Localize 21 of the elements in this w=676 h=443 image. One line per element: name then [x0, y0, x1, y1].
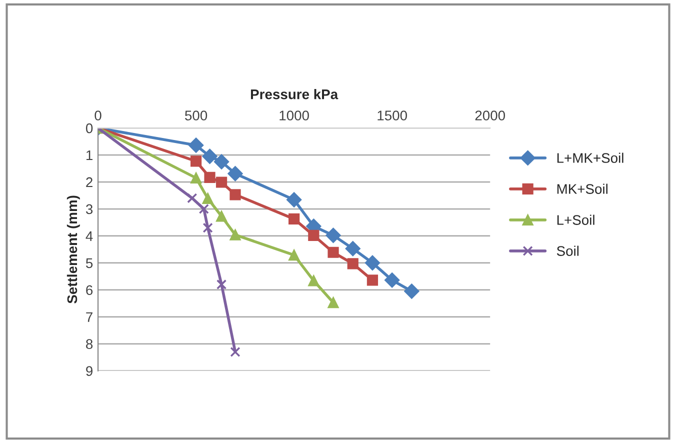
legend-label: Soil — [556, 246, 579, 256]
y-tick-label: 0 — [86, 123, 93, 134]
y-tick-label: 8 — [86, 339, 93, 349]
x-tick-label: 0 — [94, 110, 102, 120]
y-tick-label: 1 — [86, 150, 92, 160]
x-axis-title: Pressure kPa — [250, 89, 338, 100]
x-tick-label: 1000 — [280, 110, 309, 120]
y-tick-label: 2 — [86, 177, 92, 188]
x-tick-label: 500 — [185, 110, 208, 120]
y-tick-label: 4 — [86, 231, 93, 241]
legend-label: L+Soil — [557, 214, 594, 225]
x-tick-label: 2000 — [475, 110, 506, 120]
y-tick-label: 5 — [86, 258, 93, 268]
y-tick-label: 7 — [86, 312, 92, 322]
legend-label: L+MK+Soil — [557, 152, 624, 163]
y-axis-title: Settlement (mm) — [66, 196, 80, 304]
y-tick-label: 3 — [86, 204, 93, 214]
y-tick-label: 6 — [86, 285, 93, 296]
y-tick-label: 9 — [86, 366, 92, 376]
legend-label: MK+Soil — [557, 184, 608, 194]
x-tick-label: 1500 — [378, 110, 407, 120]
